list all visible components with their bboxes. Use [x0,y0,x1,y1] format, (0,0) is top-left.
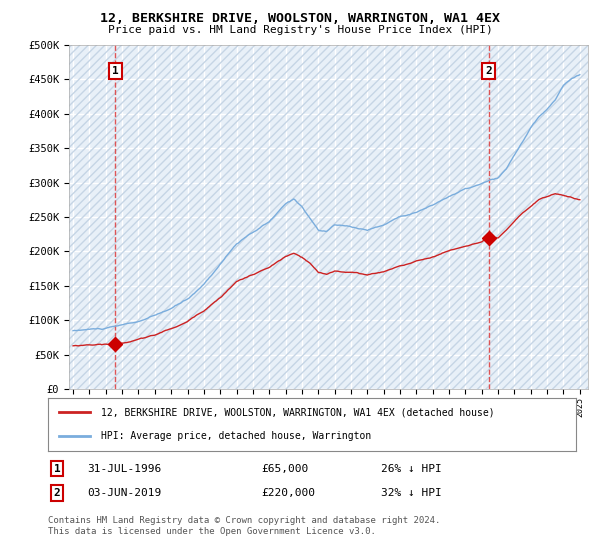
Text: 32% ↓ HPI: 32% ↓ HPI [381,488,442,498]
Text: 26% ↓ HPI: 26% ↓ HPI [381,464,442,474]
Text: £220,000: £220,000 [261,488,315,498]
Text: 1: 1 [53,464,61,474]
Text: Price paid vs. HM Land Registry's House Price Index (HPI): Price paid vs. HM Land Registry's House … [107,25,493,35]
Text: 31-JUL-1996: 31-JUL-1996 [87,464,161,474]
FancyBboxPatch shape [69,45,588,389]
Text: 12, BERKSHIRE DRIVE, WOOLSTON, WARRINGTON, WA1 4EX: 12, BERKSHIRE DRIVE, WOOLSTON, WARRINGTO… [100,12,500,25]
Text: 12, BERKSHIRE DRIVE, WOOLSTON, WARRINGTON, WA1 4EX (detached house): 12, BERKSHIRE DRIVE, WOOLSTON, WARRINGTO… [101,408,494,418]
Text: £65,000: £65,000 [261,464,308,474]
Text: 2: 2 [53,488,61,498]
Text: 1: 1 [112,66,119,76]
Text: 03-JUN-2019: 03-JUN-2019 [87,488,161,498]
Text: Contains HM Land Registry data © Crown copyright and database right 2024.
This d: Contains HM Land Registry data © Crown c… [48,516,440,536]
Text: HPI: Average price, detached house, Warrington: HPI: Average price, detached house, Warr… [101,431,371,441]
Text: 2: 2 [485,66,492,76]
